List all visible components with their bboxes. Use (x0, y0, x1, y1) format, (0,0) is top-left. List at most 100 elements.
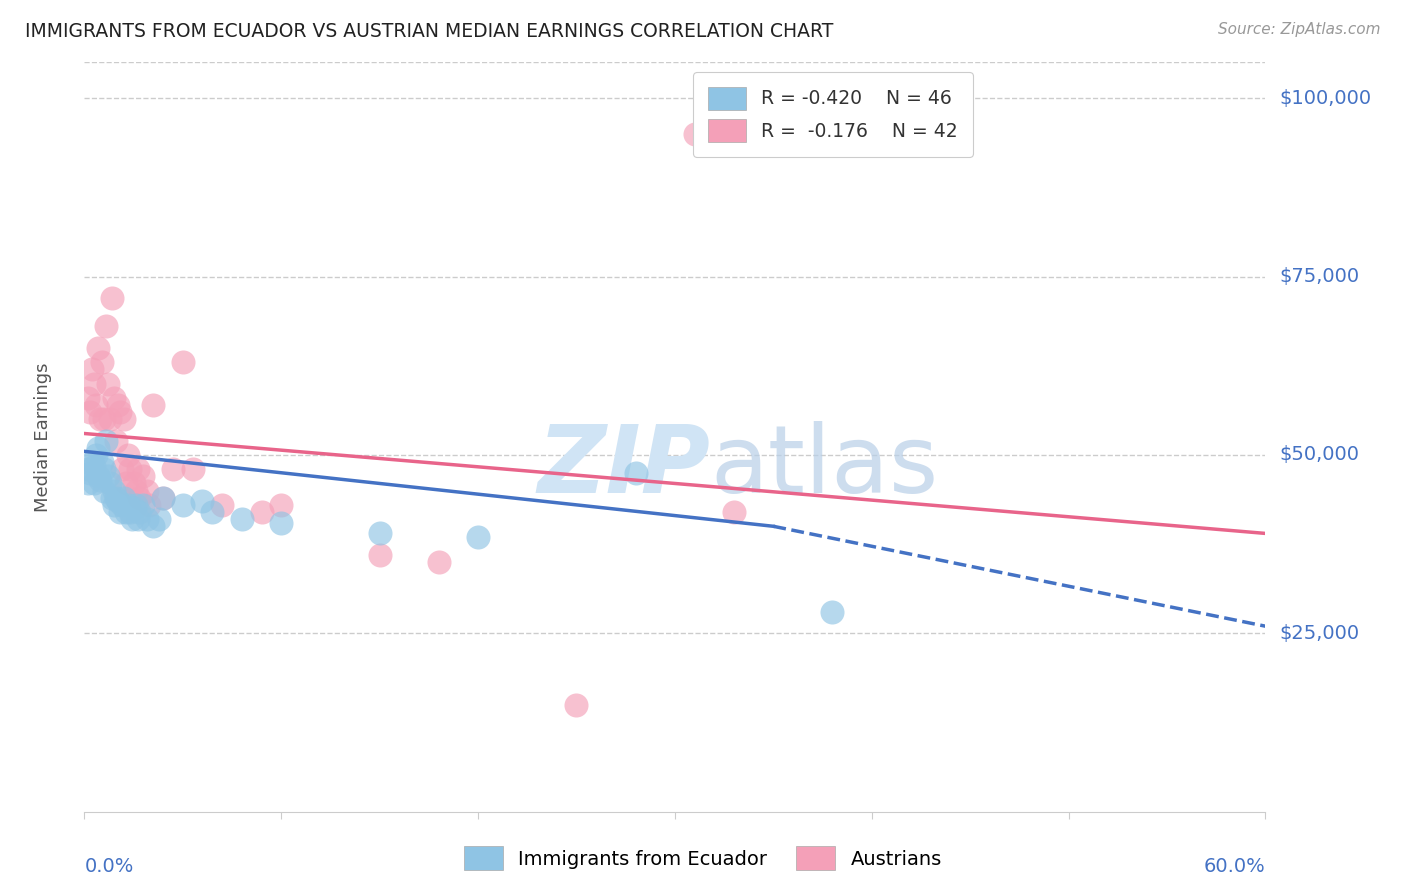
Point (231, 512, 253, 526)
Point (181, 462, 204, 476)
Text: 0.0%: 0.0% (84, 856, 134, 876)
Point (821, 605, 844, 619)
Point (191, 494, 214, 508)
Point (142, 398, 165, 412)
Point (117, 448, 139, 462)
Point (250, 505, 273, 519)
Point (162, 462, 184, 476)
Point (368, 548, 391, 562)
Point (103, 391, 125, 405)
Point (723, 505, 745, 519)
Point (101, 291, 124, 305)
Point (97, 469, 120, 483)
Legend: Immigrants from Ecuador, Austrians: Immigrants from Ecuador, Austrians (456, 838, 950, 878)
Point (93, 483, 115, 498)
Text: $25,000: $25,000 (1279, 624, 1360, 643)
Point (91, 355, 114, 369)
Point (142, 519, 165, 533)
Point (77, 462, 100, 476)
Point (124, 483, 146, 498)
Point (117, 498, 139, 512)
Point (112, 491, 135, 505)
Point (128, 505, 150, 519)
Point (270, 498, 292, 512)
Point (97, 376, 120, 391)
Point (101, 491, 124, 505)
Point (122, 501, 145, 516)
Point (211, 498, 233, 512)
Point (172, 355, 194, 369)
Point (124, 498, 146, 512)
Point (152, 491, 174, 505)
Point (94, 319, 117, 334)
Point (83, 376, 105, 391)
Point (152, 491, 174, 505)
Point (82, 455, 104, 469)
Point (565, 698, 588, 712)
Point (172, 498, 194, 512)
Point (136, 512, 159, 526)
Point (132, 469, 155, 483)
Point (111, 498, 134, 512)
Point (93, 412, 115, 426)
Point (98, 412, 121, 426)
Point (94, 434, 117, 448)
Point (114, 505, 136, 519)
Text: Source: ZipAtlas.com: Source: ZipAtlas.com (1218, 22, 1381, 37)
Point (427, 555, 450, 569)
Text: $100,000: $100,000 (1279, 88, 1372, 108)
Text: Median Earnings: Median Earnings (34, 362, 52, 512)
Point (127, 462, 149, 476)
Point (114, 476, 136, 491)
Point (121, 512, 143, 526)
Point (201, 505, 224, 519)
Point (87, 341, 110, 355)
Point (111, 462, 134, 476)
Point (128, 491, 150, 505)
Point (83, 458, 105, 473)
Point (83, 476, 105, 491)
Point (77, 391, 100, 405)
Point (127, 512, 149, 526)
Point (107, 494, 129, 508)
Point (368, 526, 391, 541)
Text: IMMIGRANTS FROM ECUADOR VS AUSTRIAN MEDIAN EARNINGS CORRELATION CHART: IMMIGRANTS FROM ECUADOR VS AUSTRIAN MEDI… (25, 22, 834, 41)
Point (87, 469, 110, 483)
Point (89, 412, 111, 426)
Point (84, 448, 107, 462)
Point (112, 412, 135, 426)
Text: ZIP: ZIP (537, 421, 710, 513)
Point (104, 491, 127, 505)
Point (138, 498, 160, 512)
Point (624, 466, 647, 480)
Point (683, 127, 706, 141)
Text: atlas: atlas (710, 421, 939, 513)
Point (467, 530, 489, 544)
Point (107, 398, 129, 412)
Point (136, 483, 159, 498)
Point (132, 498, 155, 512)
Point (89, 473, 111, 487)
Point (104, 434, 127, 448)
Point (84, 398, 107, 412)
Point (77, 476, 100, 491)
Text: $75,000: $75,000 (1279, 267, 1360, 286)
Legend: R = -0.420    N = 46, R =  -0.176    N = 42: R = -0.420 N = 46, R = -0.176 N = 42 (693, 72, 973, 157)
Point (87, 441, 110, 455)
Point (118, 505, 141, 519)
Text: $50,000: $50,000 (1279, 445, 1360, 465)
Point (148, 512, 170, 526)
Point (91, 455, 114, 469)
Point (122, 476, 145, 491)
Point (93, 462, 115, 476)
Point (79, 466, 101, 480)
Point (118, 462, 141, 476)
Point (98, 476, 121, 491)
Point (103, 498, 125, 512)
Point (108, 505, 131, 519)
Point (270, 516, 292, 530)
Point (82, 362, 104, 376)
Point (108, 405, 131, 419)
Point (103, 483, 125, 498)
Point (79, 405, 101, 419)
